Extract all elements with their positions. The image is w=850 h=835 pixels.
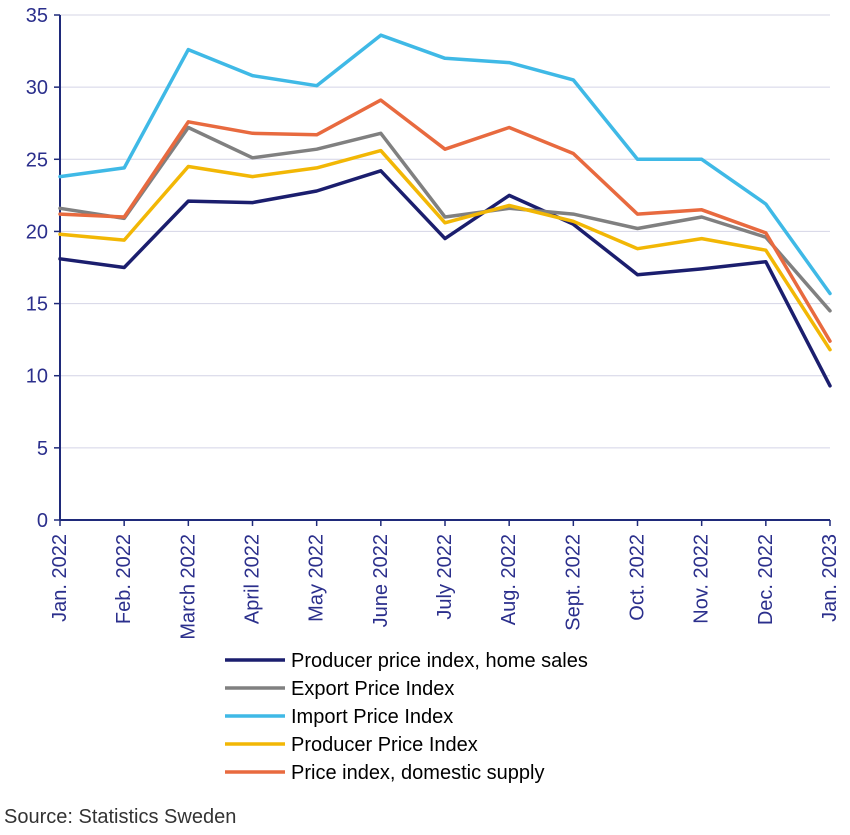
y-tick-label: 15 — [26, 294, 48, 316]
x-tick-label: Sept. 2022 — [562, 534, 584, 631]
legend-label: Price index, domestic supply — [291, 762, 544, 784]
x-tick-label: Oct. 2022 — [627, 534, 649, 621]
legend-label: Export Price Index — [291, 678, 454, 700]
x-tick-label: Aug. 2022 — [498, 534, 520, 625]
legend-label: Import Price Index — [291, 706, 453, 728]
y-tick-label: 35 — [26, 5, 48, 27]
line-chart: 0 5 10 15 20 25 30 35 Jan. 2022 Feb. 2022 March 20… — [0, 0, 850, 835]
y-tick-label: 5 — [37, 438, 48, 460]
legend-label: Producer price index, home sales — [291, 650, 588, 672]
x-tick-label: July 2022 — [434, 534, 456, 620]
y-tick-label: 20 — [26, 221, 48, 243]
x-tick-label: March 2022 — [177, 534, 199, 640]
x-tick-label: Dec. 2022 — [755, 534, 777, 625]
y-tick-label: 30 — [26, 77, 48, 99]
x-tick-label: April 2022 — [242, 534, 264, 624]
y-tick-label: 0 — [37, 510, 48, 532]
y-tick-label: 25 — [26, 149, 48, 171]
x-tick-label: Feb. 2022 — [113, 534, 135, 624]
legend-label: Producer Price Index — [291, 734, 478, 756]
x-tick-label: May 2022 — [306, 534, 328, 622]
chart-container: 0 5 10 15 20 25 30 35 Jan. 2022 Feb. 2022 March 20… — [0, 0, 850, 835]
x-tick-label: June 2022 — [370, 534, 392, 627]
x-tick-label: Jan. 2022 — [49, 534, 71, 622]
source-label: Source: Statistics Sweden — [4, 806, 236, 829]
x-tick-label: Nov. 2022 — [691, 534, 713, 624]
y-tick-label: 10 — [26, 366, 48, 388]
x-tick-label: Jan. 2023 — [819, 534, 841, 622]
